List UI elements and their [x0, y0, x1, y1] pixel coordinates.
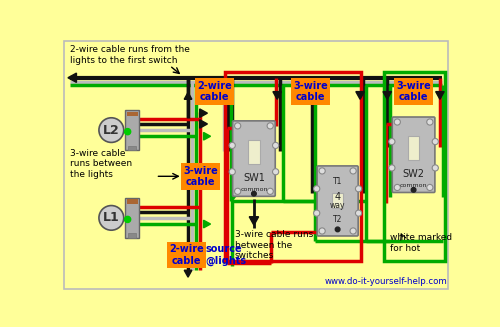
- Bar: [408, 136, 419, 160]
- Text: 4: 4: [334, 192, 340, 202]
- Polygon shape: [273, 92, 281, 99]
- Bar: [126, 198, 139, 238]
- Polygon shape: [200, 120, 207, 128]
- Text: 3-wire
cable: 3-wire cable: [293, 81, 328, 102]
- Circle shape: [229, 169, 235, 175]
- FancyBboxPatch shape: [232, 121, 275, 196]
- Polygon shape: [224, 92, 232, 99]
- Circle shape: [432, 165, 438, 171]
- Polygon shape: [356, 92, 364, 99]
- Text: 2-wire
cable: 2-wire cable: [197, 81, 232, 102]
- Text: way: way: [330, 201, 345, 210]
- Polygon shape: [68, 73, 76, 82]
- Text: white marked
for hot: white marked for hot: [390, 233, 452, 253]
- Polygon shape: [383, 92, 392, 99]
- FancyBboxPatch shape: [317, 166, 358, 236]
- Text: 3-wire cable
runs between
the lights: 3-wire cable runs between the lights: [70, 149, 132, 179]
- Polygon shape: [204, 220, 210, 228]
- Circle shape: [234, 123, 241, 129]
- Circle shape: [411, 188, 416, 192]
- Text: L1: L1: [103, 211, 120, 224]
- Circle shape: [394, 119, 400, 125]
- FancyBboxPatch shape: [392, 117, 435, 193]
- Text: T2: T2: [333, 215, 342, 224]
- Circle shape: [314, 210, 320, 216]
- Circle shape: [432, 139, 438, 145]
- Text: 3-wire cable runs
between the
switches: 3-wire cable runs between the switches: [234, 230, 313, 260]
- Bar: [225, 72, 361, 261]
- Circle shape: [314, 186, 320, 192]
- Circle shape: [267, 123, 274, 129]
- Circle shape: [427, 119, 433, 125]
- Bar: [128, 233, 136, 238]
- Text: SW1: SW1: [243, 173, 265, 182]
- Text: 2-wire cable runs from the
lights to the first switch: 2-wire cable runs from the lights to the…: [70, 45, 190, 65]
- Circle shape: [356, 186, 362, 192]
- Circle shape: [350, 168, 356, 174]
- Bar: [127, 112, 138, 116]
- Circle shape: [389, 165, 395, 171]
- Circle shape: [319, 228, 325, 234]
- Circle shape: [229, 142, 235, 148]
- Circle shape: [350, 228, 356, 234]
- Circle shape: [99, 118, 124, 143]
- Circle shape: [427, 184, 433, 191]
- Text: SW2: SW2: [402, 169, 424, 179]
- Text: common: common: [400, 183, 427, 188]
- Bar: [127, 199, 138, 204]
- Text: 3-wire
cable: 3-wire cable: [396, 81, 431, 102]
- Polygon shape: [308, 92, 316, 99]
- Text: 3-wire
cable: 3-wire cable: [183, 165, 218, 187]
- Circle shape: [252, 191, 256, 196]
- Circle shape: [267, 188, 274, 194]
- Circle shape: [99, 206, 124, 230]
- Text: L2: L2: [103, 124, 120, 137]
- Circle shape: [389, 139, 395, 145]
- Text: 2-wire
cable: 2-wire cable: [169, 244, 204, 266]
- Polygon shape: [192, 256, 200, 263]
- Circle shape: [356, 210, 362, 216]
- Polygon shape: [436, 92, 444, 99]
- Circle shape: [394, 184, 400, 191]
- Circle shape: [124, 216, 130, 222]
- Text: www.do-it-yourself-help.com: www.do-it-yourself-help.com: [325, 277, 448, 286]
- Polygon shape: [249, 217, 258, 225]
- Circle shape: [124, 129, 130, 135]
- Circle shape: [272, 142, 278, 148]
- Polygon shape: [184, 92, 192, 99]
- Text: source
@lights: source @lights: [206, 244, 247, 266]
- Polygon shape: [204, 132, 210, 140]
- Circle shape: [319, 168, 325, 174]
- Bar: [126, 110, 139, 150]
- Circle shape: [336, 227, 340, 232]
- Bar: [248, 140, 260, 164]
- Polygon shape: [200, 109, 207, 117]
- Bar: [384, 72, 444, 261]
- Circle shape: [234, 188, 241, 194]
- Polygon shape: [184, 270, 192, 277]
- Bar: [332, 193, 343, 208]
- Bar: [128, 146, 136, 150]
- Circle shape: [272, 169, 278, 175]
- Text: T1: T1: [333, 178, 342, 186]
- Text: common: common: [240, 187, 268, 192]
